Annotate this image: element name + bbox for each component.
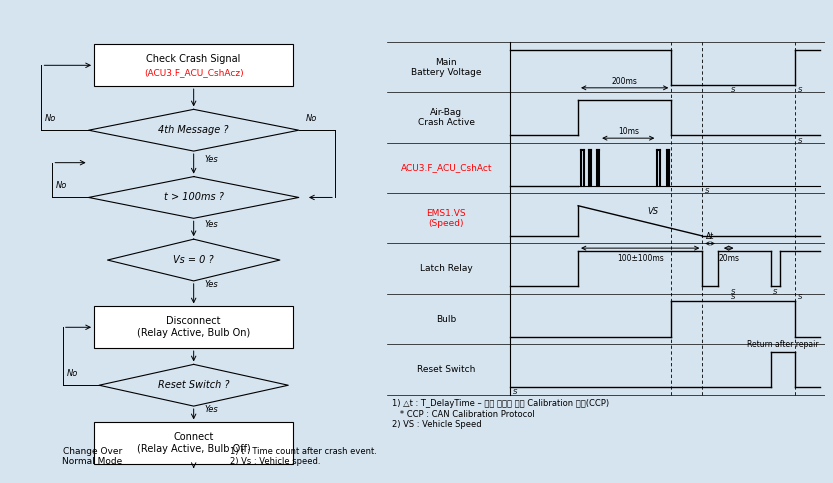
Text: Yes: Yes	[205, 220, 218, 228]
Text: VS: VS	[647, 207, 658, 216]
Text: 20ms: 20ms	[718, 254, 739, 263]
Text: S: S	[705, 188, 709, 194]
Text: Yes: Yes	[205, 155, 218, 164]
Text: Return after repair: Return after repair	[747, 340, 819, 349]
Text: S: S	[798, 138, 802, 143]
Text: S: S	[798, 294, 802, 300]
Text: Main
Battery Voltage: Main Battery Voltage	[412, 57, 481, 77]
Text: EMS1.VS
(Speed): EMS1.VS (Speed)	[426, 209, 466, 228]
Text: 100±100ms: 100±100ms	[616, 254, 664, 263]
Text: 10ms: 10ms	[618, 127, 639, 136]
FancyBboxPatch shape	[94, 422, 293, 464]
Text: Check Crash Signal: Check Crash Signal	[147, 55, 241, 64]
Text: (ACU3.F_ACU_CshAcz): (ACU3.F_ACU_CshAcz)	[144, 68, 243, 77]
Text: t > 100ms ?: t > 100ms ?	[164, 192, 223, 202]
Text: S: S	[798, 87, 802, 93]
Text: Reset Switch: Reset Switch	[417, 365, 476, 374]
Text: S: S	[731, 294, 736, 300]
Text: 1) t : Time count after crash event.
2) Vs : Vehicle speed.: 1) t : Time count after crash event. 2) …	[230, 447, 377, 467]
Text: No: No	[45, 114, 57, 123]
Text: ACU3.F_ACU_CshAct: ACU3.F_ACU_CshAct	[401, 163, 492, 172]
Text: S: S	[731, 87, 736, 93]
Text: Disconnect
(Relay Active, Bulb On): Disconnect (Relay Active, Bulb On)	[137, 316, 250, 338]
Text: Vs = 0 ?: Vs = 0 ?	[173, 255, 214, 265]
Text: Latch Relay: Latch Relay	[420, 264, 473, 273]
Text: S: S	[513, 389, 517, 395]
Text: Bulb: Bulb	[436, 314, 456, 324]
Text: 1) △t : T_DelayTime – 실새 상태에 따라 Calibration 가능(CCP)
   * CCP : CAN Calibration P: 1) △t : T_DelayTime – 실새 상태에 따라 Calibrat…	[392, 399, 609, 429]
Text: No: No	[56, 182, 67, 190]
FancyBboxPatch shape	[94, 44, 293, 86]
Text: Reset Switch ?: Reset Switch ?	[158, 380, 229, 390]
Text: Yes: Yes	[205, 405, 218, 414]
Text: S: S	[773, 289, 777, 295]
Text: No: No	[306, 114, 317, 123]
Text: 4th Message ?: 4th Message ?	[158, 125, 229, 135]
FancyBboxPatch shape	[94, 306, 293, 348]
Text: Yes: Yes	[205, 280, 218, 289]
Text: Air-Bag
Crash Active: Air-Bag Crash Active	[418, 108, 475, 128]
Text: Change Over
Normal Mode: Change Over Normal Mode	[62, 447, 122, 467]
Text: 200ms: 200ms	[611, 76, 637, 85]
Text: S: S	[731, 289, 736, 295]
Text: Δt: Δt	[706, 232, 714, 241]
Text: No: No	[67, 369, 77, 378]
Text: Connect
(Relay Active, Bulb Off): Connect (Relay Active, Bulb Off)	[137, 432, 251, 454]
